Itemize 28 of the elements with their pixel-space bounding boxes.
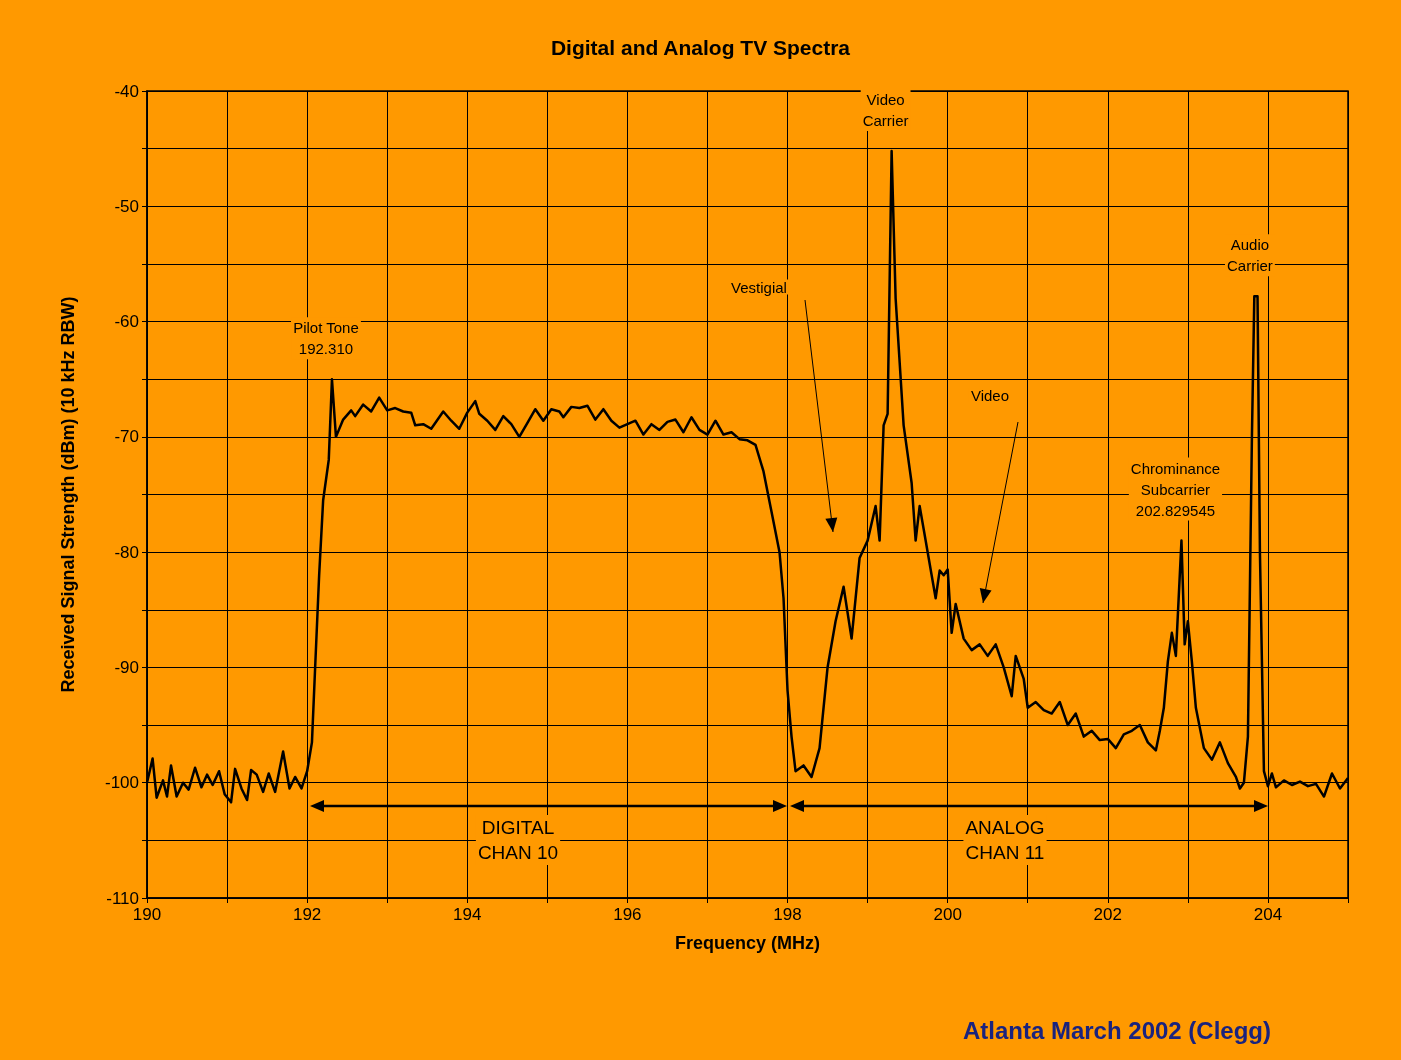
annotation: Pilot Tone 192.310: [293, 319, 359, 358]
x-tick-label: 190: [132, 905, 162, 924]
y-tick-label: -60: [114, 312, 139, 332]
y-tick-label: -90: [114, 657, 139, 677]
annotation: Chrominance Subcarrier 202.829545: [1130, 459, 1221, 519]
annotation: Vestigial: [731, 278, 787, 296]
annotation: ANALOG CHAN 11: [965, 817, 1045, 863]
annotation: Video Carrier: [862, 90, 909, 129]
x-tick-label: 196: [613, 905, 642, 924]
y-tick-label: -100: [104, 773, 139, 793]
x-tick-label: 200: [933, 905, 962, 924]
x-tick-label: 202: [1093, 905, 1122, 924]
x-tick-label: 194: [453, 905, 482, 924]
y-tick-label: -110: [106, 888, 139, 908]
annotation: DIGITAL CHAN 10: [477, 817, 559, 863]
x-tick-label: 192: [292, 905, 322, 924]
y-tick-label: -80: [114, 542, 139, 562]
annotation: Video: [970, 386, 1010, 404]
x-axis-title: Frequency (MHz): [674, 933, 821, 953]
y-axis-title: Received Signal Strength (dBm) (10 kHz RBW): [58, 296, 78, 693]
y-tick-label: -70: [114, 427, 139, 447]
chart-title: Digital and Analog TV Spectra: [550, 36, 851, 59]
text: Atlanta March 2002 (Clegg): [962, 1016, 1271, 1044]
y-tick-label: -40: [114, 81, 139, 101]
annotation: Audio Carrier: [1227, 236, 1273, 275]
x-tick-label: 204: [1253, 905, 1283, 924]
x-tick-label: 198: [773, 905, 802, 924]
y-tick-label: -50: [114, 196, 139, 216]
